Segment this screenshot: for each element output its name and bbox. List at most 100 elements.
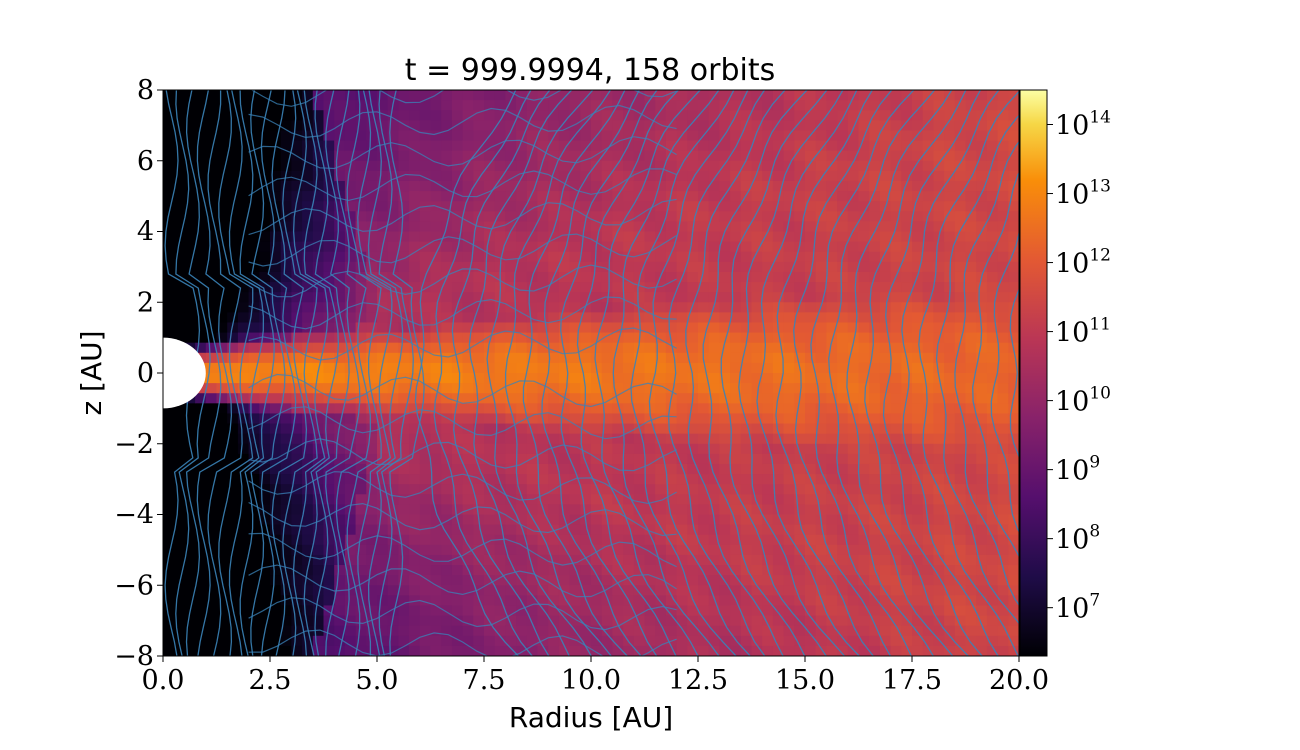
heatmap-cell — [377, 211, 389, 222]
heatmap-cell — [366, 443, 378, 455]
heatmap-cell — [580, 312, 592, 324]
heatmap-cell — [398, 241, 410, 253]
streamline — [248, 438, 677, 472]
heatmap-cell — [494, 342, 506, 354]
heatmap-cell — [805, 605, 817, 617]
heatmap-cell — [1008, 524, 1019, 536]
heatmap-cell — [901, 211, 913, 222]
heatmap-cell — [762, 271, 774, 283]
heatmap-cell — [772, 615, 785, 627]
heatmap-cell — [366, 201, 378, 212]
heatmap-cell — [922, 271, 934, 283]
heatmap-cell — [462, 352, 474, 364]
heatmap-cell — [687, 625, 699, 637]
heatmap-cell — [997, 514, 1009, 526]
heatmap-cell — [462, 322, 474, 334]
heatmap-cell — [216, 100, 228, 111]
heatmap-cell — [248, 443, 260, 455]
heatmap-cell — [751, 625, 763, 637]
heatmap-cell — [730, 453, 742, 465]
heatmap-cell — [312, 271, 325, 283]
heatmap-cell — [462, 423, 474, 435]
heatmap-cell — [655, 504, 667, 516]
heatmap-cell — [334, 90, 346, 101]
heatmap-cell — [644, 504, 656, 516]
heatmap-cell — [462, 180, 474, 192]
heatmap-cell — [419, 635, 432, 647]
heatmap-cell — [377, 635, 389, 647]
heatmap-cell — [986, 565, 999, 576]
streamline — [1009, 287, 1019, 459]
heatmap-cell — [291, 645, 303, 656]
heatmap-cell — [537, 463, 549, 475]
heatmap-cell — [623, 565, 635, 576]
heatmap-cell — [794, 231, 806, 243]
heatmap-cell — [751, 605, 763, 617]
heatmap-cell — [409, 150, 421, 162]
heatmap-cell — [270, 393, 282, 404]
heatmap-cell — [783, 140, 795, 152]
heatmap-cell — [751, 180, 763, 192]
heatmap-cell — [398, 585, 410, 596]
heatmap-cell — [944, 362, 956, 374]
heatmap-cell — [665, 544, 678, 556]
heatmap-cell — [847, 261, 860, 273]
heatmap-cell — [1008, 100, 1019, 111]
heatmap-cell — [302, 342, 314, 354]
heatmap-cell — [526, 100, 539, 111]
heatmap-cell — [462, 433, 474, 445]
heatmap-cell — [601, 302, 613, 313]
heatmap-cell — [837, 241, 849, 253]
heatmap-cell — [323, 231, 335, 243]
heatmap-cell — [355, 191, 367, 202]
heatmap-cell — [965, 100, 977, 111]
heatmap-cell — [879, 393, 892, 404]
heatmap-cell — [248, 221, 260, 233]
heatmap-cell — [837, 463, 849, 475]
heatmap-cell — [270, 433, 282, 445]
heatmap-cell — [366, 504, 378, 516]
heatmap-cell — [623, 191, 635, 202]
heatmap-cell — [537, 534, 549, 546]
heatmap-cell — [976, 352, 988, 364]
heatmap-cell — [430, 180, 442, 192]
heatmap-cell — [302, 403, 314, 415]
heatmap-cell — [195, 261, 207, 273]
heatmap-cell — [280, 211, 292, 222]
heatmap-cell — [291, 403, 303, 415]
heatmap-cell — [516, 261, 528, 273]
streamline — [504, 90, 612, 656]
heatmap-cell — [537, 403, 549, 415]
heatmap-cell — [665, 90, 678, 101]
heatmap-cell — [965, 373, 977, 384]
heatmap-cell — [516, 393, 528, 404]
heatmap-cell — [580, 282, 592, 293]
heatmap-cell — [291, 443, 303, 455]
heatmap-cell — [484, 302, 496, 313]
heatmap-cell — [633, 292, 646, 303]
heatmap-cell — [644, 534, 656, 546]
heatmap-cell — [280, 494, 292, 505]
heatmap-cell — [965, 443, 977, 455]
heatmap-cell — [237, 413, 250, 425]
heatmap-cell — [548, 615, 560, 627]
heatmap-cell — [965, 514, 977, 526]
heatmap-cell — [227, 524, 239, 536]
heatmap-cell — [623, 413, 635, 425]
heatmap-cell — [826, 352, 838, 364]
heatmap-cell — [516, 605, 528, 617]
heatmap-cell — [879, 554, 892, 566]
heatmap-cell — [216, 645, 228, 656]
heatmap-cell — [494, 373, 506, 384]
heatmap-cell — [858, 312, 870, 324]
heatmap-cell — [184, 160, 196, 172]
heatmap-cell — [751, 595, 763, 607]
heatmap-cell — [537, 474, 549, 485]
heatmap-cell — [976, 635, 988, 647]
heatmap-cell — [526, 211, 539, 222]
heatmap-cell — [237, 130, 250, 142]
heatmap-cell — [997, 575, 1009, 586]
heatmap-cell — [740, 463, 753, 475]
heatmap-cell — [302, 585, 314, 596]
heatmap-cell — [451, 170, 464, 182]
